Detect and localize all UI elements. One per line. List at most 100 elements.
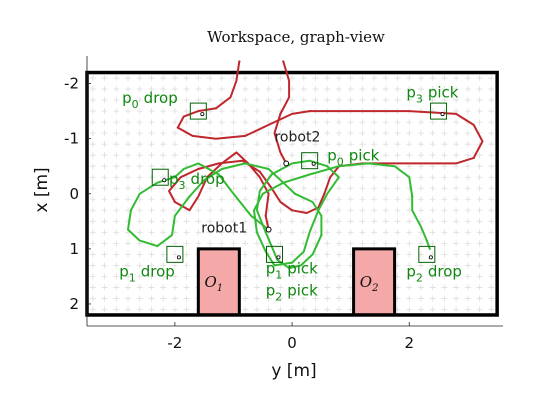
- grid-marker-270: [230, 141, 237, 148]
- grid-marker-721: [464, 262, 471, 269]
- grid-marker-400: [300, 119, 307, 126]
- grid-marker-301: [242, 240, 249, 247]
- grid-marker-742: [476, 251, 483, 258]
- path-point-robot1-30: [264, 231, 267, 234]
- grid-marker-716: [464, 207, 471, 214]
- grid-marker-131: [148, 306, 155, 313]
- grid-marker-330: [265, 75, 272, 82]
- grid-marker-662: [441, 97, 448, 104]
- grid-marker-148: [160, 251, 167, 258]
- grid-marker-401: [300, 130, 307, 137]
- grid-marker-521: [359, 240, 366, 247]
- grid-marker-307: [242, 306, 249, 313]
- x-tick-label-1: 0: [287, 334, 297, 352]
- grid-marker-497: [347, 218, 354, 225]
- grid-marker-235: [207, 240, 214, 247]
- grid-marker-152: [160, 295, 167, 302]
- grid-marker-354: [277, 97, 284, 104]
- grid-marker-720: [464, 251, 471, 258]
- grid-marker-133: [160, 86, 167, 93]
- grid-marker-482: [335, 295, 342, 302]
- path-point-robot2-12: [308, 110, 311, 113]
- grid-marker-352: [277, 75, 284, 82]
- path-point-robot1-27: [288, 267, 291, 270]
- grid-marker-428: [312, 185, 319, 192]
- grid-marker-116: [148, 141, 155, 148]
- grid-marker-74: [125, 163, 132, 170]
- grid-marker-14: [89, 229, 96, 236]
- grid-marker-295: [242, 174, 249, 181]
- grid-marker-510: [359, 119, 366, 126]
- grid-marker-552: [382, 97, 389, 104]
- x-axis-label: y [m]: [271, 361, 316, 381]
- grid-marker-349: [265, 284, 272, 291]
- path-point-robot1-15: [188, 195, 191, 198]
- task-label-word: drop: [144, 89, 178, 107]
- grid-marker-466: [335, 119, 342, 126]
- robot-marker-robot1: [265, 226, 272, 233]
- grid-marker-124: [148, 229, 155, 236]
- grid-marker-490: [347, 141, 354, 148]
- grid-marker-95: [136, 152, 143, 159]
- grid-marker-26: [101, 119, 108, 126]
- grid-marker-117: [148, 152, 155, 159]
- grid-marker-474: [335, 207, 342, 214]
- grid-marker-69: [125, 108, 132, 115]
- grid-marker-1: [89, 86, 96, 93]
- grid-marker-639: [429, 86, 436, 93]
- path-point-robot1-6: [173, 176, 176, 179]
- grid-marker-38: [101, 251, 108, 258]
- grid-marker-743: [476, 262, 483, 269]
- grid-marker-728: [476, 97, 483, 104]
- grid-marker-178: [183, 97, 190, 104]
- grid-marker-476: [335, 229, 342, 236]
- grid-marker-17: [89, 262, 96, 269]
- grid-marker-292: [242, 141, 249, 148]
- path-point-robot1-18: [244, 162, 247, 165]
- grid-marker-122: [148, 207, 155, 214]
- grid-marker-572: [394, 75, 401, 82]
- grid-marker-446: [324, 141, 331, 148]
- grid-marker-626: [417, 185, 424, 192]
- grid-marker-515: [359, 174, 366, 181]
- grid-marker-749: [488, 86, 495, 93]
- grid-marker-96: [136, 163, 143, 170]
- grid-marker-360: [277, 163, 284, 170]
- grid-marker-761: [488, 218, 495, 225]
- grid-marker-160: [171, 141, 178, 148]
- grid-marker-230: [207, 185, 214, 192]
- grid-marker-703: [453, 306, 460, 313]
- grid-marker-357: [277, 130, 284, 137]
- y-tick-label-0: -2: [64, 75, 79, 93]
- grid-marker-189: [183, 218, 190, 225]
- grid-marker-499: [347, 240, 354, 247]
- grid-marker-347: [265, 262, 272, 269]
- path-point-robot1-39: [317, 209, 320, 212]
- grid-marker-390: [289, 251, 296, 258]
- grid-marker-406: [300, 185, 307, 192]
- grid-marker-121: [148, 196, 155, 203]
- path-point-robot1-42: [290, 261, 294, 264]
- grid-marker-203: [195, 130, 202, 137]
- grid-marker-729: [476, 108, 483, 115]
- grid-marker-197: [183, 306, 190, 313]
- grid-marker-730: [476, 119, 483, 126]
- grid-marker-752: [488, 119, 495, 126]
- grid-marker-91: [136, 108, 143, 115]
- path-point-robot2-45: [264, 214, 267, 217]
- grid-marker-582: [394, 185, 401, 192]
- grid-marker-75: [125, 174, 132, 181]
- grid-marker-625: [417, 174, 424, 181]
- grid-marker-513: [359, 152, 366, 159]
- grid-marker-737: [476, 196, 483, 203]
- task-label-sub: 1: [129, 271, 136, 284]
- grid-marker-598: [406, 119, 413, 126]
- obstacle-label-sub-2: 2: [371, 283, 378, 294]
- grid-marker-246: [218, 119, 225, 126]
- grid-marker-247: [218, 130, 225, 137]
- task-point-4: [176, 255, 181, 260]
- grid-marker-444: [324, 119, 331, 126]
- grid-marker-724: [464, 295, 471, 302]
- grid-marker-673: [441, 218, 448, 225]
- grid-marker-594: [406, 75, 413, 82]
